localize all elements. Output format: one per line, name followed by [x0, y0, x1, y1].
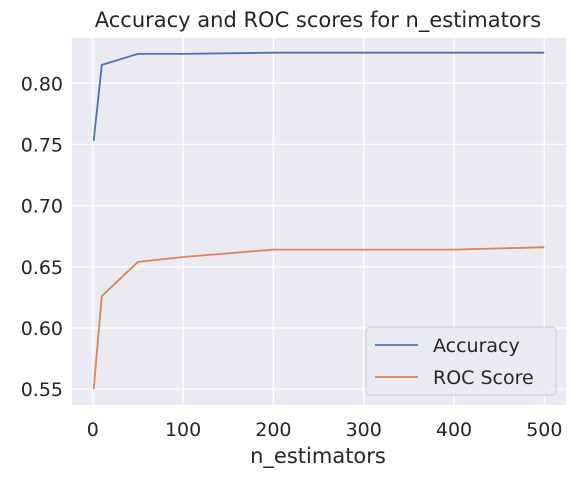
x-tick-label: 300 — [346, 419, 382, 441]
legend-label: ROC Score — [433, 367, 534, 389]
legend-box — [365, 326, 557, 396]
y-tick-label: 0.60 — [21, 318, 63, 340]
y-tick-label: 0.75 — [21, 134, 63, 156]
grid — [72, 38, 566, 405]
x-tick-label: 500 — [526, 419, 562, 441]
series-layer — [92, 51, 545, 390]
series-line-1 — [92, 246, 545, 390]
x-tick-labels: 0 100 200 300 400 500 — [87, 419, 563, 441]
y-tick-label: 0.80 — [21, 73, 63, 95]
y-tick-label: 0.55 — [21, 379, 63, 401]
y-tick-label: 0.65 — [21, 257, 63, 279]
y-tick-labels: 0.55 0.60 0.65 0.70 0.75 0.80 — [21, 73, 63, 401]
legend-label: Accuracy — [433, 335, 520, 357]
y-tick-label: 0.70 — [21, 196, 63, 218]
x-tick-label: 200 — [255, 419, 291, 441]
x-tick-label: 0 — [87, 419, 99, 441]
series-line-0 — [92, 51, 545, 141]
x-tick-label: 100 — [165, 419, 201, 441]
legend: Accuracy ROC Score — [365, 326, 557, 396]
x-tick-label: 400 — [436, 419, 472, 441]
chart-title: Accuracy and ROC scores for n_estimators — [95, 8, 542, 33]
x-axis-label: n_estimators — [250, 444, 386, 469]
